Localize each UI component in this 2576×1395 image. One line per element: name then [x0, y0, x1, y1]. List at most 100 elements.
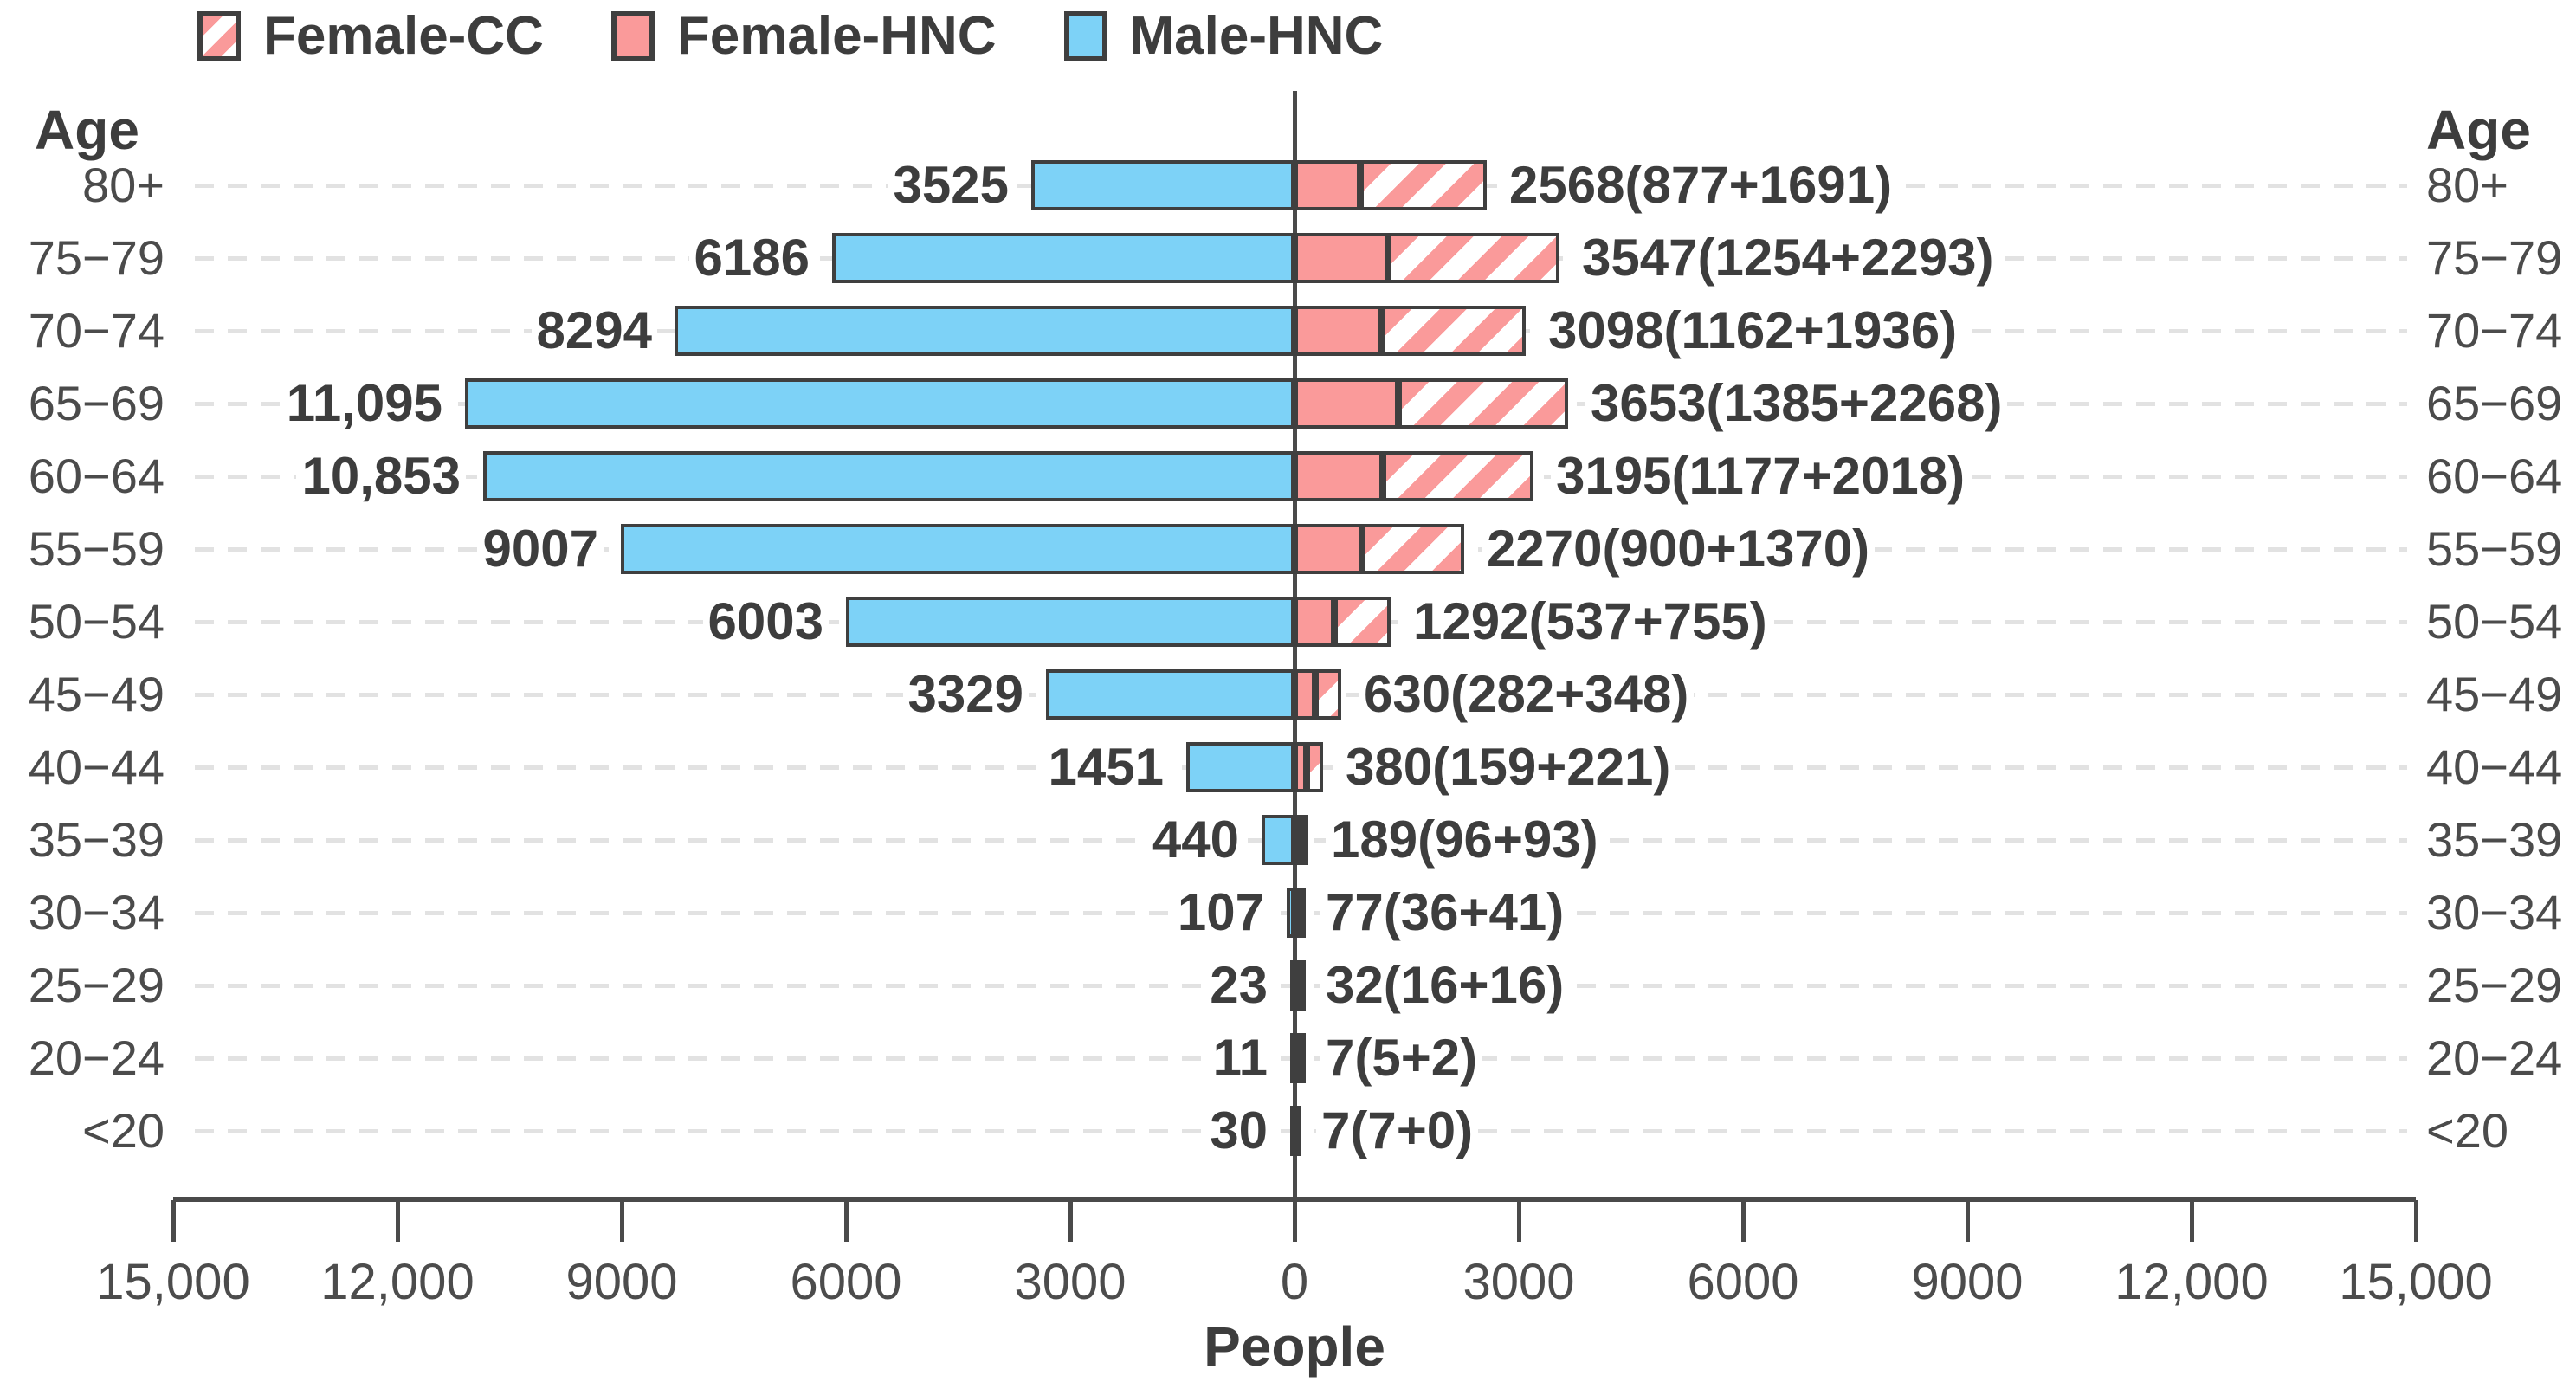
age-label-left: 35−39: [28, 812, 165, 867]
male-value-label: 11,095: [281, 373, 448, 434]
x-axis-title: People: [1204, 1315, 1385, 1378]
male-value-label: 6003: [702, 591, 829, 652]
x-axis-tick-label: 15,000: [2339, 1254, 2493, 1310]
age-label-right: 35−39: [2426, 812, 2563, 867]
legend-label: Male-HNC: [1129, 6, 1384, 66]
hatched-pink-swatch-icon: [197, 11, 241, 61]
age-label-left: 30−34: [28, 885, 165, 940]
female-cc-bar: [1299, 888, 1306, 938]
male-value-label: 30: [1204, 1101, 1273, 1161]
age-label-left: 80+: [82, 158, 165, 212]
age-label-right: 75−79: [2426, 230, 2563, 285]
age-label-left: 20−24: [28, 1030, 165, 1085]
legend: Female-CC Female-HNC Male-HNC: [197, 5, 1383, 68]
age-label-right: 30−34: [2426, 885, 2563, 940]
female-hnc-bar: [1294, 378, 1398, 429]
age-label-right: 70−74: [2426, 303, 2563, 358]
female-cc-bar: [1398, 378, 1568, 429]
age-label-left: <20: [82, 1103, 165, 1158]
age-label-left: 70−74: [28, 303, 165, 358]
female-value-label: 3653(1385+2268): [1585, 373, 2008, 434]
age-header-left: Age: [35, 99, 139, 161]
age-label-left: 40−44: [28, 739, 165, 794]
female-cc-bar: [1315, 669, 1341, 720]
age-label-right: <20: [2426, 1103, 2508, 1158]
x-axis-tick: [620, 1200, 624, 1242]
female-value-label: 7(5+2): [1320, 1028, 1483, 1088]
solid-pink-swatch-icon: [610, 11, 655, 61]
female-cc-bar: [1362, 524, 1464, 574]
female-hnc-bar: [1294, 306, 1381, 356]
x-axis-tick-label: 3000: [1014, 1254, 1127, 1310]
x-axis-tick: [1068, 1200, 1073, 1242]
female-cc-bar: [1334, 597, 1391, 647]
male-hnc-bar: [621, 524, 1294, 574]
age-label-right: 55−59: [2426, 521, 2563, 576]
female-hnc-bar: [1294, 669, 1315, 720]
x-axis-tick-label: 6000: [1687, 1254, 1799, 1310]
male-value-label: 107: [1172, 882, 1269, 943]
female-cc-bar: [1383, 451, 1533, 501]
female-value-label: 3098(1162+1936): [1543, 300, 1963, 361]
male-value-label: 9007: [477, 519, 604, 579]
female-cc-bar: [1381, 306, 1526, 356]
age-label-left: 25−29: [28, 958, 165, 1012]
x-axis-line: [173, 1197, 2416, 1202]
female-value-label: 189(96+93): [1326, 810, 1604, 870]
male-value-label: 6186: [688, 228, 815, 288]
age-label-left: 75−79: [28, 230, 165, 285]
age-label-left: 50−54: [28, 594, 165, 649]
female-value-label: 7(7+0): [1316, 1101, 1479, 1161]
age-label-right: 50−54: [2426, 594, 2563, 649]
male-value-label: 10,853: [296, 446, 466, 507]
legend-item-female-hnc: Female-HNC: [610, 5, 997, 68]
male-value-label: 11: [1207, 1028, 1273, 1088]
age-header-right: Age: [2426, 99, 2531, 161]
x-axis-tick-label: 12,000: [2114, 1254, 2269, 1310]
female-value-label: 2568(877+1691): [1504, 155, 1898, 216]
age-label-right: 65−69: [2426, 376, 2563, 430]
x-axis-tick-label: 12,000: [320, 1254, 475, 1310]
x-axis-tick-label: 9000: [565, 1254, 678, 1310]
male-value-label: 440: [1146, 810, 1244, 870]
female-hnc-bar: [1294, 1106, 1301, 1156]
female-cc-bar: [1388, 233, 1559, 283]
male-value-label: 1451: [1043, 737, 1169, 798]
female-value-label: 2270(900+1370): [1482, 519, 1876, 579]
age-label-right: 45−49: [2426, 667, 2563, 721]
female-value-label: 1292(537+755): [1408, 591, 1772, 652]
female-hnc-bar: [1294, 742, 1307, 792]
male-hnc-bar: [1046, 669, 1294, 720]
female-hnc-bar: [1294, 451, 1383, 501]
male-hnc-bar: [1287, 888, 1294, 938]
age-label-right: 80+: [2426, 158, 2508, 212]
female-value-label: 77(36+41): [1320, 882, 1570, 943]
male-hnc-bar: [832, 233, 1294, 283]
x-axis-tick: [2414, 1200, 2418, 1242]
x-axis-tick: [171, 1200, 176, 1242]
x-axis-tick: [1517, 1200, 1521, 1242]
age-label-left: 65−69: [28, 376, 165, 430]
legend-item-male-hnc: Male-HNC: [1063, 5, 1384, 68]
x-axis-tick-label: 6000: [790, 1254, 902, 1310]
x-axis-tick: [1741, 1200, 1746, 1242]
male-hnc-bar: [465, 378, 1294, 429]
age-label-left: 45−49: [28, 667, 165, 721]
age-label-right: 20−24: [2426, 1030, 2563, 1085]
male-value-label: 3525: [888, 155, 1014, 216]
legend-label: Female-HNC: [676, 6, 997, 66]
male-value-label: 8294: [531, 300, 657, 361]
age-label-right: 25−29: [2426, 958, 2563, 1012]
age-label-right: 40−44: [2426, 739, 2563, 794]
x-axis-tick: [1293, 1200, 1297, 1242]
solid-blue-swatch-icon: [1063, 11, 1107, 61]
x-axis-tick: [1966, 1200, 1970, 1242]
x-axis-tick-label: 9000: [1911, 1254, 2024, 1310]
legend-label: Female-CC: [263, 6, 544, 66]
female-cc-bar: [1301, 815, 1308, 865]
legend-item-female-cc: Female-CC: [197, 5, 544, 68]
male-hnc-bar: [675, 306, 1294, 356]
female-hnc-bar: [1294, 597, 1334, 647]
male-hnc-bar: [1031, 160, 1294, 210]
female-cc-bar: [1307, 742, 1323, 792]
